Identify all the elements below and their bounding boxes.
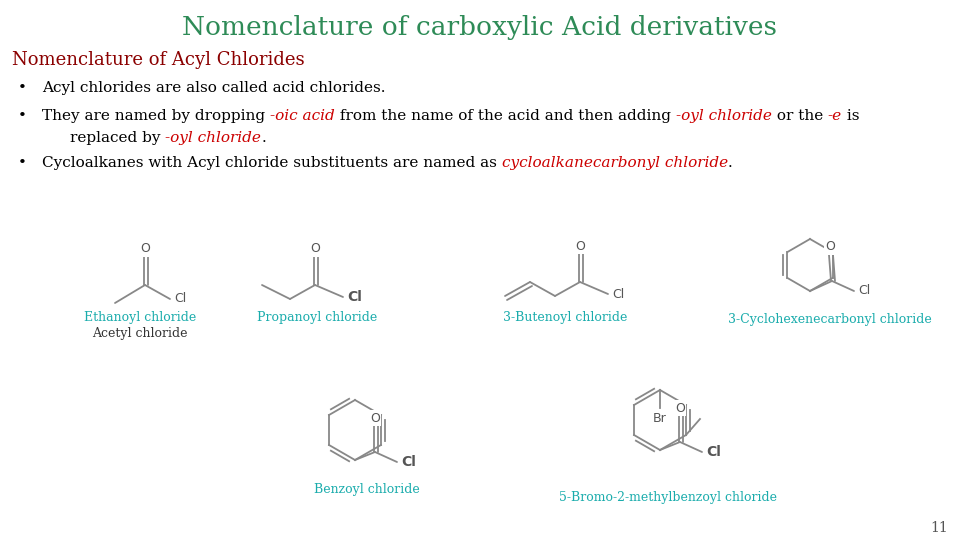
Text: 5-Bromo-2-methylbenzoyl chloride: 5-Bromo-2-methylbenzoyl chloride	[559, 491, 777, 504]
Text: Nomenclature of Acyl Chlorides: Nomenclature of Acyl Chlorides	[12, 51, 304, 69]
Text: or the: or the	[772, 109, 828, 123]
Text: O: O	[370, 411, 380, 424]
Text: -e: -e	[828, 109, 842, 123]
Text: from the name of the acid and then adding: from the name of the acid and then addin…	[335, 109, 676, 123]
Text: .: .	[728, 156, 732, 170]
Text: Cl: Cl	[612, 287, 624, 300]
Text: -oyl chloride: -oyl chloride	[676, 109, 772, 123]
Text: cycloalkanecarbonyl chloride: cycloalkanecarbonyl chloride	[502, 156, 728, 170]
Text: •: •	[17, 109, 27, 123]
Text: O: O	[140, 242, 150, 255]
Text: O: O	[825, 240, 835, 253]
Text: Propanoyl chloride: Propanoyl chloride	[257, 312, 377, 325]
Text: Cycloalkanes with Acyl chloride substituents are named as: Cycloalkanes with Acyl chloride substitu…	[42, 156, 502, 170]
Text: -oic acid: -oic acid	[270, 109, 335, 123]
Text: Ethanoyl chloride: Ethanoyl chloride	[84, 312, 196, 325]
Text: •: •	[17, 81, 27, 95]
Text: is: is	[842, 109, 859, 123]
Text: Cl: Cl	[707, 445, 721, 459]
Text: replaced by: replaced by	[70, 131, 165, 145]
Text: Cl: Cl	[858, 285, 870, 298]
Text: 3-Cyclohexenecarbonyl chloride: 3-Cyclohexenecarbonyl chloride	[728, 314, 932, 327]
Text: 11: 11	[930, 521, 948, 535]
Text: 3-Butenoyl chloride: 3-Butenoyl chloride	[503, 312, 627, 325]
Text: They are named by dropping: They are named by dropping	[42, 109, 270, 123]
Text: Br: Br	[653, 411, 667, 424]
Text: •: •	[17, 156, 27, 170]
Text: .: .	[261, 131, 266, 145]
Text: O: O	[575, 240, 585, 253]
Text: Nomenclature of carboxylic Acid derivatives: Nomenclature of carboxylic Acid derivati…	[182, 16, 778, 40]
Text: O: O	[675, 402, 684, 415]
Text: Cl: Cl	[348, 290, 363, 304]
Text: Benzoyl chloride: Benzoyl chloride	[314, 483, 420, 496]
Text: O: O	[310, 242, 320, 255]
Text: Acyl chlorides are also called acid chlorides.: Acyl chlorides are also called acid chlo…	[42, 81, 386, 95]
Text: -oyl chloride: -oyl chloride	[165, 131, 261, 145]
Text: Cl: Cl	[401, 455, 417, 469]
Text: Acetyl chloride: Acetyl chloride	[92, 327, 188, 340]
Text: Cl: Cl	[174, 293, 186, 306]
